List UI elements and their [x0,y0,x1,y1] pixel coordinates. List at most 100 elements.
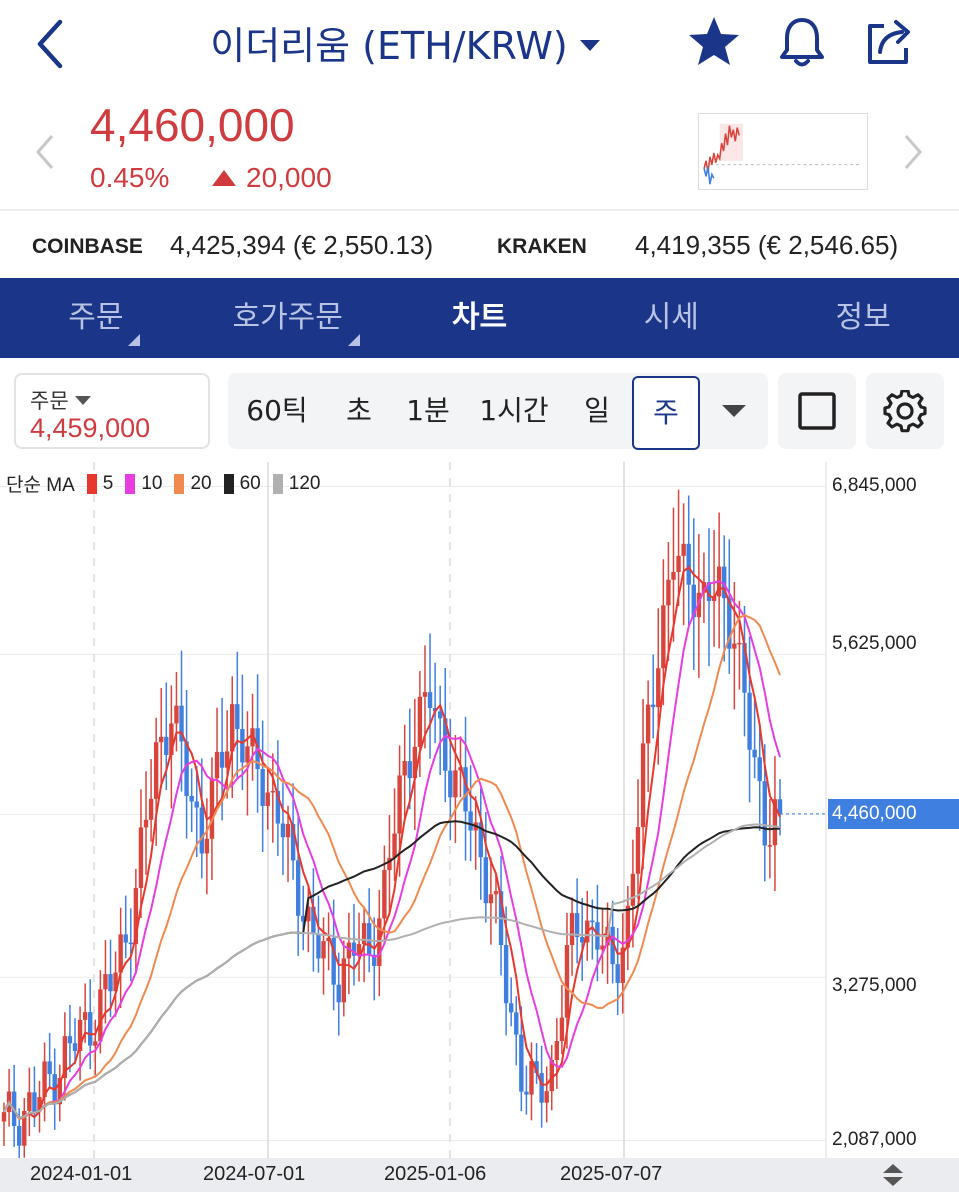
legend-label: 120 [288,472,321,494]
prev-arrow-icon[interactable] [34,132,56,172]
change-amount: 20,000 [212,162,332,194]
candle-body [407,761,412,779]
candle-body [539,1073,544,1103]
quick-order-box[interactable]: 주문 4,459,000 [14,373,210,449]
legend-swatch [125,473,136,494]
sparkline-chart[interactable] [698,113,868,190]
candle-body [230,704,235,752]
candle-body [245,746,250,763]
candle-body [635,827,641,874]
bell-icon[interactable] [774,14,830,70]
tab-quotes[interactable]: 시세 [575,278,767,358]
chevron-down-icon [74,395,91,405]
next-arrow-icon[interactable] [902,132,924,172]
candle-body [301,915,306,922]
interval-second[interactable]: 초 [346,394,372,427]
candle-body [443,718,448,771]
candle-body [564,945,570,1018]
candle-body [164,736,169,755]
candle-body [204,838,210,854]
price-chart[interactable] [0,462,959,1200]
interval-60tick[interactable]: 60틱 [246,394,308,427]
candle-body [224,751,230,768]
tab-orderbook-order[interactable]: 호가주문 [192,278,384,358]
dropdown-corner-icon [347,334,360,346]
candle-body [98,989,103,1042]
fullscreen-button[interactable] [778,373,856,449]
candle-body [640,743,646,828]
candle-body [133,888,139,945]
candle-body [534,1061,539,1074]
interval-1min[interactable]: 1분 [406,394,450,427]
back-arrow-icon[interactable] [30,18,70,70]
share-icon[interactable] [862,14,918,70]
candle-body [103,974,108,990]
candle-body [706,582,712,601]
candle-body [311,906,316,934]
candle-body [661,605,666,669]
tab-order[interactable]: 주문 [0,278,192,358]
interval-day[interactable]: 일 [584,394,610,427]
candle-body [128,942,133,945]
tab-info[interactable]: 정보 [767,278,959,358]
quick-order-price: 4,459,000 [30,413,151,443]
chevron-down-icon[interactable] [714,401,754,421]
candle-body [280,823,286,838]
legend-label: 10 [141,472,163,494]
candle-body [757,757,762,782]
candle-body [600,945,605,950]
interval-1hour[interactable]: 1시간 [479,394,549,427]
candle-body [732,643,737,649]
resize-handle-icon[interactable] [880,1162,906,1188]
interval-week[interactable]: 주 [632,376,700,450]
ma-line-10 [3,580,781,1120]
candle-body [148,798,154,820]
candle-body [82,1012,88,1020]
candle-body [569,913,575,946]
candle-body [488,894,494,904]
main-tabs: 주문 호가주문 차트 시세 정보 [0,278,959,358]
candle-body [737,642,742,645]
legend-label: 60 [239,472,261,494]
change-amount-value: 20,000 [246,162,332,193]
tab-chart[interactable]: 차트 [384,278,576,358]
star-icon[interactable] [686,14,742,70]
y-tick-label: 3,275,000 [832,975,917,996]
candlestick-chart-svg[interactable] [0,462,959,1200]
candle-body [219,751,225,768]
candle-body [458,767,463,771]
settings-button[interactable] [866,373,944,449]
candle-body [549,1060,554,1092]
candle-body [113,972,118,992]
tab-label: 차트 [451,300,508,335]
candle-body [514,1012,519,1035]
x-axis[interactable]: 2024-01-01 2024-07-01 2025-01-06 2025-07… [0,1158,959,1192]
candle-body [468,811,473,831]
candle-body [306,906,311,922]
candle-body [463,767,468,812]
candle-body [270,790,276,793]
candle-body [676,555,681,573]
candle-body [478,822,483,858]
candle-body [752,749,757,758]
dropdown-corner-icon [128,334,140,346]
candle-body [544,1091,549,1103]
candle-body [32,1092,37,1112]
candle-body [290,823,296,861]
candle-body [57,1078,62,1105]
candle-body [722,566,727,599]
candle-body [427,692,433,709]
divider [0,209,959,211]
tab-label: 시세 [643,300,699,335]
candle-body [681,543,686,556]
exchange-name: COINBASE [32,235,143,258]
x-tick-label: 2025-07-07 [560,1163,663,1185]
candle-body [387,857,392,871]
candle-body [174,705,179,724]
candle-body [483,857,489,904]
candle-body [656,668,661,708]
candle-body [574,913,580,938]
coin-selector[interactable]: 이더리움 (ETH/KRW) [190,12,620,72]
candle-body [275,790,281,824]
candle-body [346,942,352,959]
